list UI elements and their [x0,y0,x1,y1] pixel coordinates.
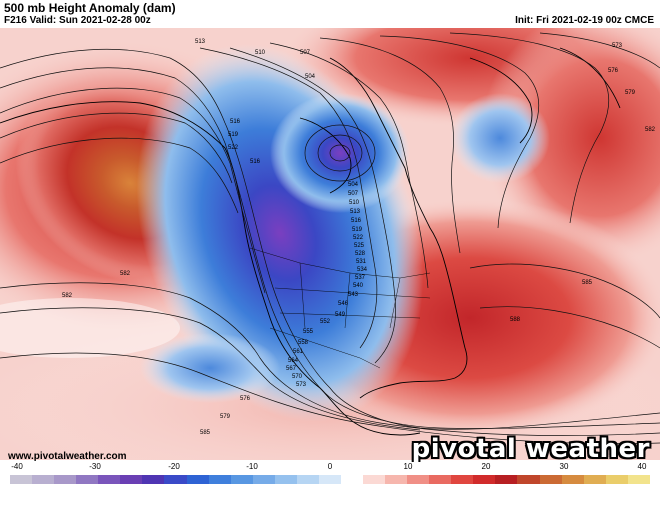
contour-label: 573 [612,43,623,49]
colorbar-ticks: -40 -30 -20 -10 0 10 20 30 40 [0,462,660,474]
contour-label: 516 [230,119,241,125]
colorbar-tick: -20 [168,462,180,471]
colorbar-swatch [98,475,121,484]
colorbar-swatch [627,475,650,484]
map-title: 500 mb Height Anomaly (dam) [4,1,176,15]
contour-label: 585 [200,430,211,436]
colorbar-tick: 10 [403,462,413,471]
colorbar-tick: -10 [246,462,258,471]
contour-label: 582 [62,293,73,299]
colorbar-tick: 0 [327,462,333,471]
contour-label: 531 [356,259,367,265]
init-time: Init: Fri 2021-02-19 00z CMCE [515,15,654,26]
contour-label: 573 [296,382,307,388]
contour-label: 510 [349,200,360,206]
political-borders [249,247,431,369]
contour-label: 525 [354,243,365,249]
colorbar-panel [0,462,660,510]
weather-map[interactable]: 513 510 507 504 516 519 522 516 504 507 … [0,28,660,460]
contour-label: 537 [355,275,366,281]
colorbar-swatch [539,475,562,484]
colorbar-tick: 20 [481,462,491,471]
contour-label: 507 [348,191,359,197]
contour-label: 516 [351,218,362,224]
contour-label: 558 [298,340,309,346]
colorbar-swatch [561,475,584,484]
contour-label: 528 [355,251,366,257]
colorbar-swatch [605,475,628,484]
coastlines [0,47,621,436]
eastern-pacific-neutral-region [0,298,180,358]
contour-label: 585 [582,280,593,286]
contour-label: 516 [250,159,261,165]
colorbar-swatch [451,475,474,484]
colorbar-tick: -40 [11,462,23,471]
contour-label: 504 [348,182,359,188]
colorbar-swatch [363,475,386,484]
colorbar-swatch [252,475,275,484]
contour-label: 507 [300,50,311,56]
colorbar-swatch [429,475,452,484]
contour-label: 579 [220,414,231,420]
contour-label: 576 [608,68,619,74]
contour-label: 513 [195,39,206,45]
contour-label: 555 [303,329,314,335]
website-credit: www.pivotalweather.com [8,451,127,462]
contour-label: 552 [320,319,331,325]
contour-label: 582 [120,271,131,277]
colorbar-swatch [473,475,496,484]
contour-label: 582 [645,127,656,133]
contour-label: 561 [293,349,304,355]
contour-label: 522 [353,235,364,241]
contour-label: 519 [228,132,239,138]
colorbar-swatch [142,475,165,484]
colorbar-swatch [54,475,77,484]
southwest-cool-region [140,333,280,403]
contour-label: 513 [350,209,361,215]
colorbar-swatch [517,475,540,484]
colorbar-swatch [164,475,187,484]
contour-label: 519 [352,227,363,233]
hudson-bay-low-anomaly [270,93,410,213]
contour-label: 570 [292,374,303,380]
colorbar-swatch [385,475,408,484]
colorbar-swatch [120,475,143,484]
contour-label: 588 [510,317,521,323]
colorbar-swatch [407,475,430,484]
header-bar: 500 mb Height Anomaly (dam) F216 Valid: … [0,0,660,28]
labrador-cool-region [450,93,550,183]
contour-label: 543 [348,292,359,298]
brand-logo: pivotal weather [411,434,650,464]
colorbar-swatch [230,475,253,484]
colorbar-swatch [76,475,99,484]
colorbar-swatch [296,475,319,484]
contour-label: 576 [240,396,251,402]
contour-label: 564 [288,358,299,364]
contour-label: 504 [305,74,316,80]
colorbar-swatch [583,475,606,484]
colorbar-swatch [208,475,231,484]
colorbar-scale [10,475,650,484]
contour-label: 546 [338,301,349,307]
colorbar-swatch [340,475,363,484]
contour-label: 549 [335,312,346,318]
contour-label: 522 [228,145,239,151]
contour-label: 510 [255,50,266,56]
contour-label: 567 [286,366,297,372]
colorbar-tick: -30 [89,462,101,471]
valid-time: F216 Valid: Sun 2021-02-28 00z [4,15,151,26]
contour-label: 579 [625,90,636,96]
colorbar-swatch [32,475,55,484]
colorbar-swatch [495,475,518,484]
height-contours [0,32,660,444]
colorbar-tick: 40 [637,462,647,471]
colorbar-swatch [10,475,33,484]
contour-label: 540 [353,283,364,289]
colorbar-tick: 30 [559,462,569,471]
contour-label: 534 [357,267,368,273]
colorbar-swatch [318,475,341,484]
colorbar-swatch [274,475,297,484]
contour-label-group: 513 510 507 504 516 519 522 516 504 507 … [62,39,656,436]
colorbar-swatch [186,475,209,484]
